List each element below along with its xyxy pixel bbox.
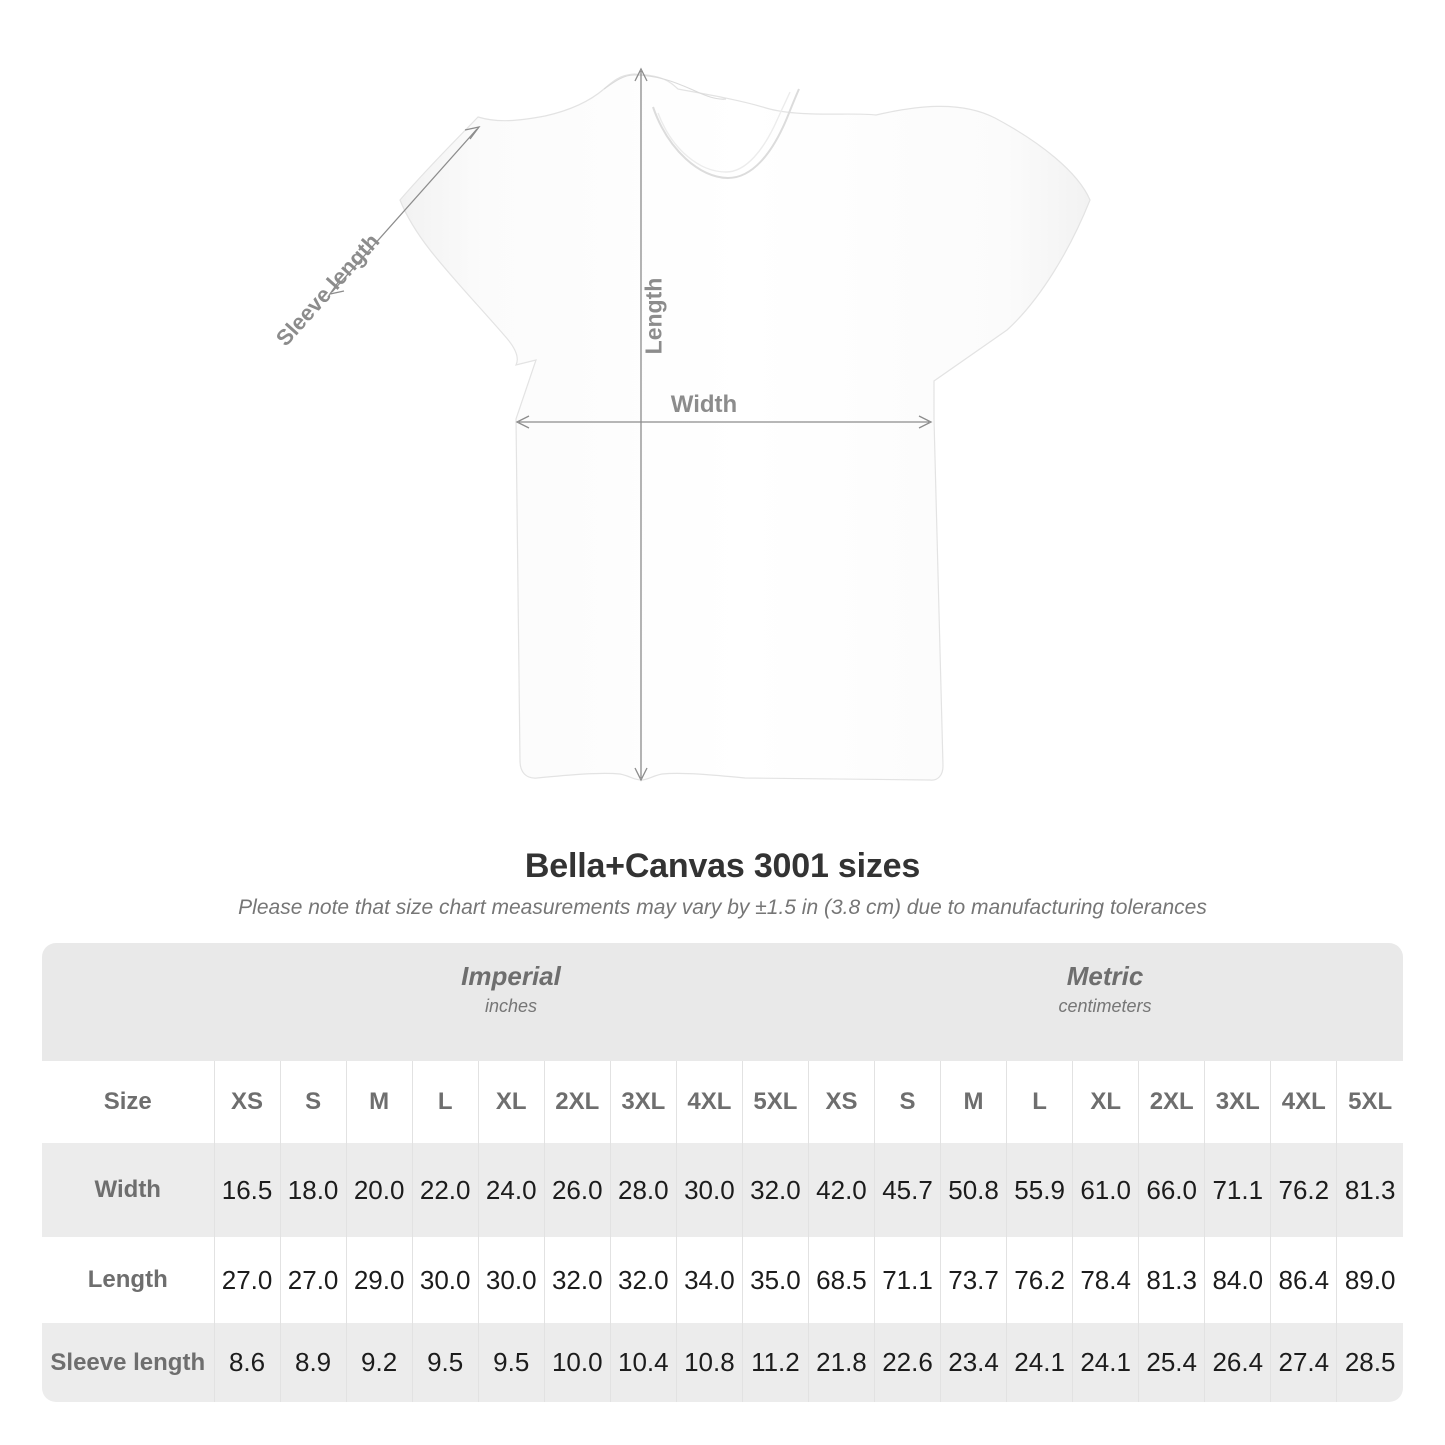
svg-text:Width: Width (671, 391, 737, 418)
